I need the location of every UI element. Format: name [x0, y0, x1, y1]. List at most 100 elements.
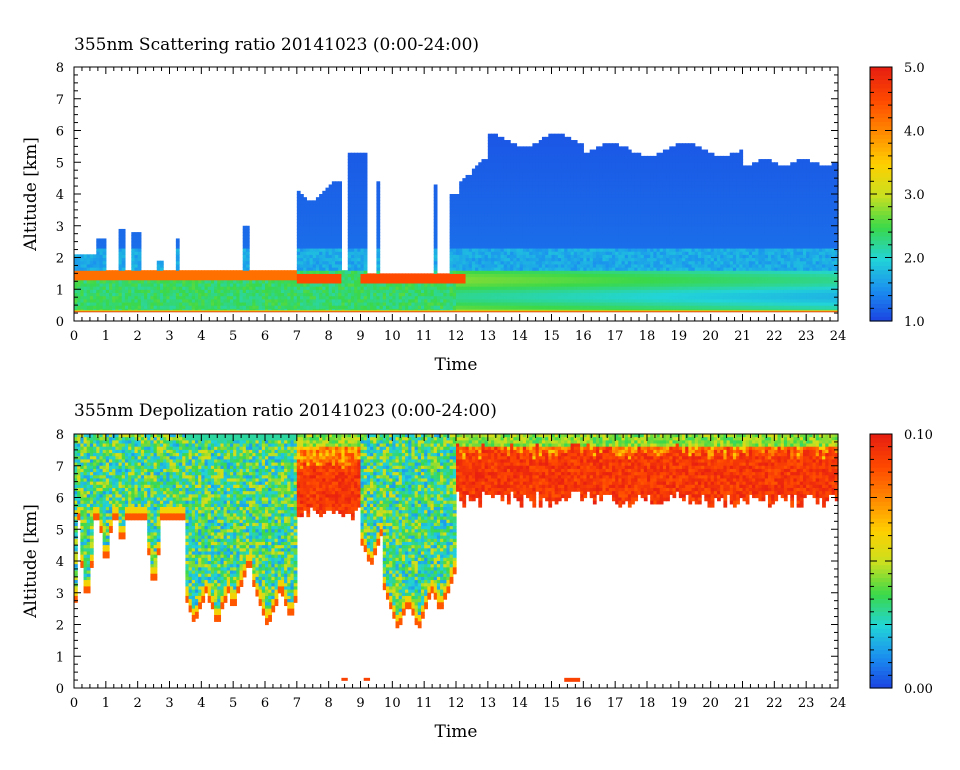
heatmap-cell [338, 244, 342, 249]
heatmap-cell [242, 276, 247, 281]
heatmap-cell [328, 228, 333, 233]
heatmap-cell [315, 263, 320, 268]
heatmap-cell [242, 267, 247, 271]
heatmap-cell [325, 289, 330, 294]
heatmap-cell [322, 298, 327, 303]
heatmap-cell [150, 295, 155, 300]
heatmap-cell [207, 270, 212, 274]
heatmap-cell [335, 254, 339, 259]
heatmap-cell [159, 267, 164, 271]
heatmap-cell [121, 308, 126, 313]
heatmap-cell [309, 289, 314, 294]
heatmap-cell [194, 282, 199, 287]
heatmap-cell [347, 263, 352, 268]
heatmap-cell [306, 276, 311, 281]
heatmap-cell [245, 254, 250, 259]
heatmap-cell [252, 270, 257, 274]
heatmap-cell [156, 282, 161, 287]
heatmap-cell [315, 222, 320, 227]
heatmap-cell [204, 301, 209, 306]
heatmap-cell [198, 270, 202, 274]
heatmap-cell [89, 305, 94, 309]
heatmap-cell [347, 260, 352, 265]
heatmap-cell [245, 282, 250, 287]
heatmap-cell [226, 308, 231, 313]
heatmap-cell [347, 232, 352, 236]
heatmap-cell [112, 286, 116, 290]
heatmap-cell [112, 298, 116, 303]
heatmap-cell [80, 279, 85, 284]
heatmap-cell [210, 273, 215, 278]
heatmap-cell [93, 270, 97, 274]
heatmap-cell [300, 257, 304, 262]
heatmap-cell [296, 194, 301, 198]
heatmap-cell [159, 308, 164, 313]
heatmap-cell [296, 190, 301, 195]
heatmap-cell [239, 273, 244, 278]
heatmap-cell [179, 295, 183, 300]
heatmap-cell [226, 276, 231, 281]
heatmap-cell [201, 292, 206, 297]
heatmap-cell [261, 286, 266, 290]
heatmap-cell [121, 289, 126, 294]
heatmap-cell [309, 219, 314, 224]
heatmap-cell [204, 298, 209, 303]
heatmap-cell [322, 276, 327, 281]
heatmap-cell [99, 241, 104, 246]
heatmap-cell [198, 279, 202, 284]
heatmap-cell [134, 289, 139, 294]
heatmap-cell [223, 279, 228, 284]
heatmap-cell [347, 267, 352, 271]
heatmap-cell [325, 216, 330, 220]
heatmap-cell [300, 279, 304, 284]
heatmap-cell [328, 286, 333, 290]
heatmap-cell [341, 301, 346, 306]
heatmap-cell [315, 197, 320, 201]
heatmap-cell [140, 295, 145, 300]
heatmap-cell [261, 305, 266, 309]
heatmap-cell [229, 289, 234, 294]
heatmap-cell [172, 270, 177, 274]
heatmap-cell [220, 289, 225, 294]
heatmap-cell [159, 260, 164, 265]
heatmap-cell [140, 276, 145, 281]
heatmap-cell [175, 270, 180, 274]
heatmap-cell [134, 267, 139, 271]
heatmap-cell [147, 286, 151, 290]
heatmap-cell [153, 286, 158, 290]
heatmap-cell [363, 152, 368, 157]
heatmap-cell [328, 209, 333, 214]
heatmap-cell [319, 203, 323, 208]
heatmap-cell [249, 305, 253, 309]
heatmap-cell [265, 286, 269, 290]
heatmap-cell [207, 286, 212, 290]
heatmap-cell [309, 263, 314, 268]
heatmap-cell [191, 276, 196, 281]
heatmap-cell [179, 305, 183, 309]
heatmap-cell [99, 263, 104, 268]
heatmap-cell [182, 289, 187, 294]
heatmap-cell [220, 308, 225, 313]
heatmap-cell [115, 305, 120, 309]
heatmap-cell [115, 270, 120, 274]
heatmap-cell [303, 308, 307, 313]
heatmap-cell [322, 209, 327, 214]
heatmap-cell [242, 232, 247, 236]
heatmap-cell [229, 282, 234, 287]
heatmap-cell [328, 298, 333, 303]
heatmap-cell [312, 295, 317, 300]
heatmap-cell [175, 276, 180, 281]
heatmap-cell [245, 225, 250, 230]
heatmap-cell [306, 241, 311, 246]
heatmap-cell [303, 267, 307, 271]
heatmap-cell [118, 286, 123, 290]
heatmap-cell [204, 279, 209, 284]
heatmap-cell [96, 251, 101, 255]
heatmap-cell [124, 295, 129, 300]
heatmap-cell [290, 276, 295, 281]
heatmap-cell [86, 263, 91, 268]
heatmap-cell [293, 289, 298, 294]
heatmap-cell [319, 225, 323, 230]
heatmap-cell [115, 276, 120, 281]
heatmap-cell [245, 298, 250, 303]
